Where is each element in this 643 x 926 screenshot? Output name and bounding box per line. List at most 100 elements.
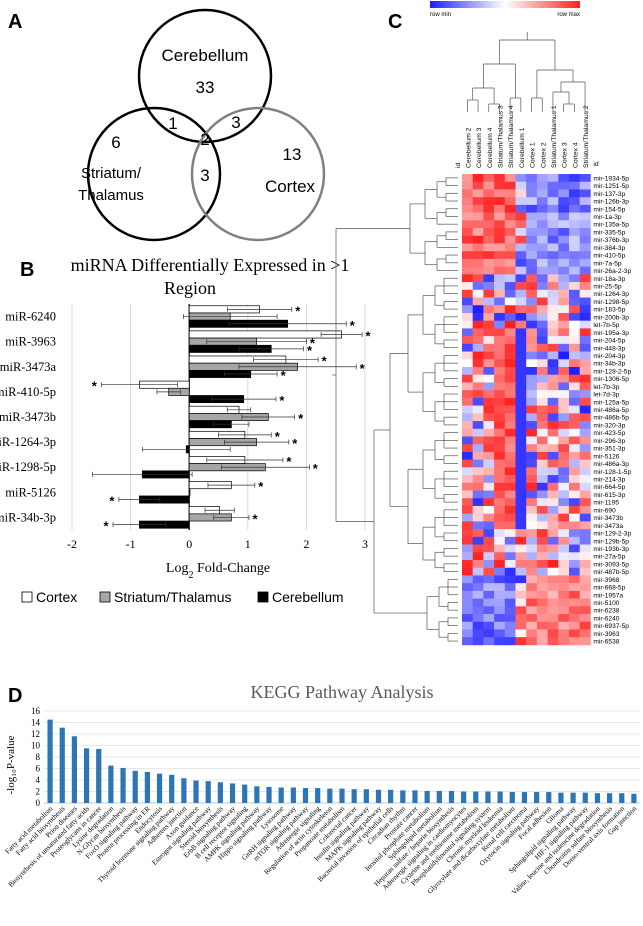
heatmap-cell <box>569 282 580 291</box>
heatmap-cell <box>536 583 548 592</box>
heatmap-cell <box>579 444 591 453</box>
heatmap-cell <box>536 606 548 615</box>
heatmap-cell <box>504 482 516 491</box>
heatmap-cell <box>558 583 570 592</box>
heatmap-cell <box>483 359 495 368</box>
heatmap-cell <box>526 266 538 275</box>
heatmap-cell <box>462 459 473 468</box>
heatmap-cell <box>579 243 591 252</box>
heatmap-cell <box>547 397 559 406</box>
heatmap-cell <box>462 529 473 538</box>
heatmap-cell <box>579 590 591 599</box>
heatmap-cell <box>483 320 495 329</box>
heatmap-row-label: mir-296-3p <box>593 438 625 445</box>
heatmap-cell <box>526 336 538 345</box>
heatmap-row-label: mir-128-2-5p <box>593 368 631 375</box>
heatmap-cell <box>569 521 580 530</box>
heatmap-cell <box>472 614 484 623</box>
heatmap-cell <box>494 544 506 553</box>
panel-label-c: C <box>388 11 402 33</box>
heatmap-row-label: mir-1934-5p <box>593 175 629 182</box>
chart-d-bar <box>71 736 78 803</box>
heatmap-row-label: mir-204-3p <box>593 353 625 360</box>
chart-b-significance-marker: * <box>366 328 372 343</box>
heatmap-cell <box>547 336 559 345</box>
heatmap-cell <box>547 289 559 298</box>
heatmap-cell <box>569 505 580 514</box>
heatmap-cell <box>547 413 559 422</box>
heatmap-cell <box>515 328 527 337</box>
heatmap-cell <box>462 312 473 321</box>
heatmap-cell <box>526 583 538 592</box>
heatmap-cell <box>515 212 527 221</box>
heatmap-cell <box>504 544 516 553</box>
heatmap-cell <box>536 228 548 237</box>
heatmap-cell <box>558 343 570 352</box>
heatmap-cell <box>526 343 538 352</box>
heatmap-cell <box>483 552 495 561</box>
heatmap-cell <box>462 505 473 514</box>
heatmap-cell <box>526 421 538 430</box>
heatmap-cell <box>536 444 548 453</box>
heatmap-row-label: mir-351-3p <box>593 446 625 453</box>
venn-circle-striatum <box>86 106 222 242</box>
heatmap-cell <box>536 513 548 522</box>
chart-d-bar <box>315 788 321 803</box>
heatmap-cell <box>569 560 580 569</box>
heatmap-cell <box>472 235 484 244</box>
heatmap-cell <box>494 351 506 360</box>
heatmap-cell <box>483 536 495 545</box>
heatmap-cell <box>579 343 591 352</box>
heatmap-cell <box>558 312 570 321</box>
chart-d-bar <box>424 790 430 803</box>
heatmap-cell <box>526 444 538 453</box>
heatmap-cell <box>558 536 570 545</box>
heatmap-cell <box>472 451 484 460</box>
heatmap-cell <box>547 390 559 399</box>
heatmap-cell <box>494 513 506 522</box>
heatmap-cell <box>472 243 484 252</box>
heatmap-cell <box>569 181 580 190</box>
chart-b-category-label: miR-1264-3p <box>0 435 56 449</box>
heatmap-color-scale <box>430 1 580 8</box>
heatmap-cell <box>472 544 484 553</box>
heatmap-row-label: mir-487b-5p <box>593 569 629 576</box>
heatmap-cell <box>547 359 559 368</box>
heatmap-cell <box>569 220 580 229</box>
heatmap-cell <box>462 320 473 329</box>
heatmap-cell <box>569 235 580 244</box>
chart-d-bar <box>217 782 223 803</box>
heatmap-cell <box>462 482 473 491</box>
heatmap-cell <box>483 560 495 569</box>
heatmap-cell <box>569 614 580 623</box>
heatmap-cell <box>536 544 548 553</box>
heatmap-cell <box>536 351 548 360</box>
heatmap-cell <box>558 197 570 206</box>
heatmap-cell <box>483 614 495 623</box>
heatmap-cell <box>472 189 484 198</box>
heatmap-cell <box>504 575 516 584</box>
heatmap-cell <box>558 305 570 314</box>
heatmap-cell <box>515 428 527 437</box>
heatmap-cell <box>494 428 506 437</box>
heatmap-cell <box>558 436 570 445</box>
heatmap-cell <box>472 266 484 275</box>
heatmap-cell <box>579 598 591 607</box>
heatmap-cell <box>569 243 580 252</box>
heatmap-cell <box>536 204 548 213</box>
chart-b-legend-label: Cerebellum <box>272 589 344 605</box>
heatmap-cell <box>526 529 538 538</box>
chart-d-bar <box>156 773 163 803</box>
heatmap-cell <box>547 328 559 337</box>
heatmap-cell <box>483 459 495 468</box>
heatmap-cell <box>494 421 506 430</box>
heatmap-cell <box>547 367 559 376</box>
heatmap-cell <box>504 590 516 599</box>
heatmap-cell <box>472 529 484 538</box>
heatmap-cell <box>462 513 473 522</box>
heatmap-cell <box>547 382 559 391</box>
heatmap-row-label: mir-1306-5p <box>593 376 629 383</box>
chart-d-bar <box>509 792 515 803</box>
heatmap-cell <box>526 228 538 237</box>
heatmap-cell <box>504 606 516 615</box>
